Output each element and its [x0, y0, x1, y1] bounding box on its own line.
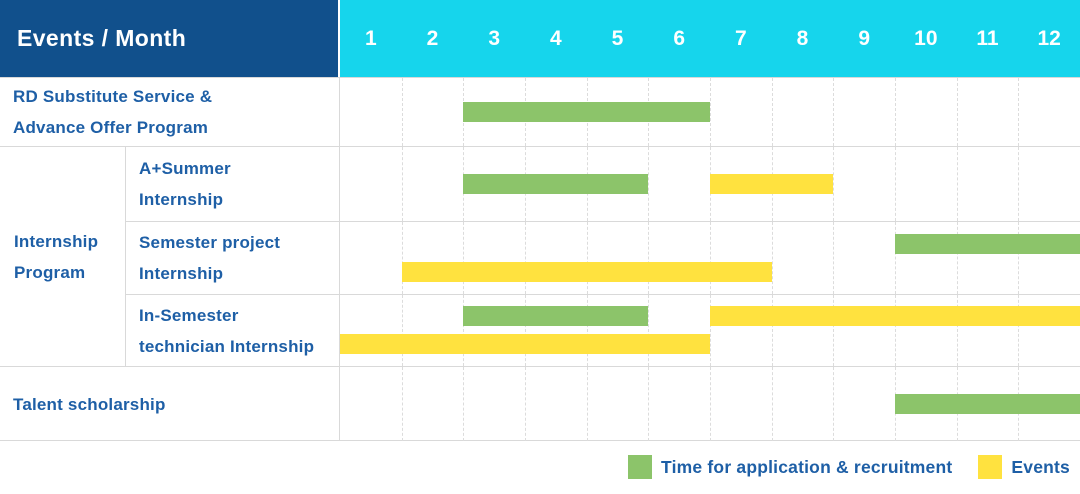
row-label-line: Internship: [139, 264, 224, 283]
gantt-bar-event: [710, 306, 1080, 327]
gantt-bar-event: [401, 261, 772, 282]
month-gridline: [401, 147, 403, 221]
month-gridline: [710, 295, 711, 366]
group-label-line: Internship: [14, 231, 99, 251]
group-label-internship-program: Internship Program: [0, 146, 125, 366]
month-gridline: [463, 367, 465, 441]
month-gridline: [956, 147, 958, 221]
month-gridline: [586, 222, 588, 294]
row-label-line: Internship: [139, 190, 224, 209]
month-gridline: [833, 78, 835, 146]
row-label-line: RD Substitute Service &: [13, 87, 213, 106]
gantt-row-chart: [340, 366, 1080, 441]
group-label-line: Program: [14, 262, 86, 282]
gantt-row-chart: [340, 77, 1080, 146]
month-gridline: [833, 222, 835, 294]
month-gridline: [956, 222, 958, 294]
events-month-table: Events / Month 1 2 3 4 5 6 7 8 9 10 11 12 RD Substi…: [0, 0, 1080, 441]
month-gridline: [833, 295, 835, 366]
month-header-cell: 2: [426, 26, 439, 50]
row-label-line: In-Semester: [139, 305, 239, 325]
month-gridline: [401, 222, 403, 294]
month-gridline: [1018, 147, 1020, 221]
row-label-line: Semester project: [139, 233, 281, 252]
month-gridline: [771, 295, 773, 366]
month-gridline: [586, 295, 588, 366]
legend-item-events: Events: [978, 455, 1070, 479]
month-gridline: [1018, 222, 1020, 294]
month-gridline: [648, 147, 650, 221]
month-gridline: [463, 295, 465, 366]
month-gridline: [525, 295, 526, 366]
month-gridline: [895, 147, 896, 221]
row-label-semester-project-internship: Semester project Internship: [125, 221, 340, 294]
month-gridline: [525, 367, 526, 441]
month-gridline: [956, 78, 958, 146]
month-header-cell: 9: [858, 26, 870, 50]
row-label-talent-scholarship: Talent scholarship: [0, 366, 340, 441]
table-header-title-cell: Events / Month: [0, 0, 340, 77]
month-gridline: [401, 78, 403, 146]
month-gridline: [771, 367, 773, 441]
gantt-bar-recruitment: [463, 102, 710, 122]
month-header-cell: 1: [364, 26, 377, 50]
legend: Time for application & recruitment Event…: [0, 441, 1080, 493]
month-gridline: [771, 78, 773, 146]
month-header-cell: 6: [673, 26, 685, 50]
gantt-row-chart: [340, 221, 1080, 294]
month-header-cell: 3: [488, 26, 500, 50]
month-gridline: [648, 295, 650, 366]
month-gridline: [1018, 78, 1020, 146]
month-gridline: [401, 295, 403, 366]
month-gridline: [648, 222, 650, 294]
gantt-bar-recruitment: [463, 306, 649, 327]
row-label-in-semester-technician-internship: In-Semester technician Internship: [125, 294, 340, 366]
month-gridline: [586, 367, 588, 441]
month-gridline: [833, 367, 835, 441]
month-header-row: 1 2 3 4 5 6 7 8 9 10 11 12: [340, 0, 1080, 77]
month-header-cell: 12: [1037, 26, 1061, 50]
row-label-rd-substitute: RD Substitute Service & Advance Offer Pr…: [0, 77, 340, 146]
month-gridline: [710, 367, 711, 441]
month-gridline: [710, 222, 711, 294]
month-gridline: [771, 222, 773, 294]
legend-label-recruitment: Time for application & recruitment: [661, 456, 953, 477]
gantt-row-chart: [340, 146, 1080, 221]
legend-item-recruitment: Time for application & recruitment: [628, 455, 952, 479]
month-gridline: [895, 222, 896, 294]
row-label-line: technician Internship: [139, 336, 315, 356]
gantt-bar-recruitment: [463, 174, 649, 194]
month-gridline: [401, 367, 403, 441]
gantt-row-chart: [340, 294, 1080, 366]
table-title: Events / Month: [17, 25, 187, 51]
month-gridline: [895, 78, 896, 146]
gantt-bar-recruitment: [895, 233, 1080, 254]
gantt-bar-event: [710, 174, 834, 194]
month-gridline: [648, 367, 650, 441]
row-label-a-summer-internship: A+Summer Internship: [125, 146, 340, 221]
month-header-cell: 10: [914, 26, 938, 50]
month-header-cell: 5: [611, 26, 624, 50]
row-label-line: Advance Offer Program: [13, 118, 209, 137]
month-gridline: [1018, 295, 1020, 366]
legend-label-events: Events: [1011, 456, 1070, 477]
row-label-line: A+Summer: [139, 159, 231, 178]
legend-swatch-events: [978, 455, 1003, 479]
gantt-bar-event: [340, 333, 710, 354]
month-header-cell: 11: [976, 26, 999, 50]
month-gridline: [956, 295, 958, 366]
month-gridline: [895, 295, 896, 366]
month-header-cell: 4: [549, 26, 562, 50]
month-gridline: [710, 78, 711, 146]
gantt-bar-recruitment: [895, 394, 1080, 414]
month-gridline: [463, 222, 465, 294]
legend-swatch-recruitment: [628, 455, 653, 479]
month-header-cell: 7: [734, 26, 747, 50]
month-header-cell: 8: [796, 26, 809, 50]
month-gridline: [833, 147, 835, 221]
row-label-line: Talent scholarship: [13, 394, 166, 414]
month-gridline: [525, 222, 526, 294]
